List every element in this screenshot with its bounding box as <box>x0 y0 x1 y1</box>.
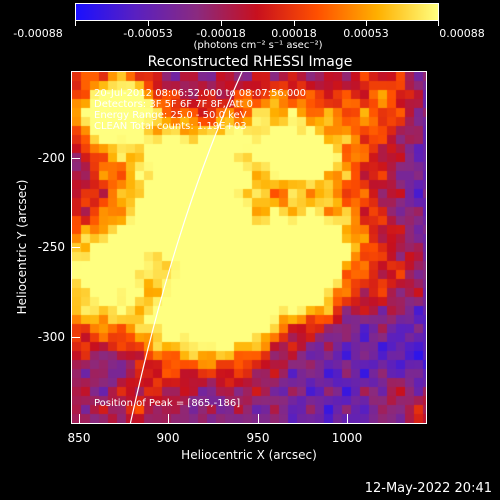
colorbar-tick <box>75 21 76 26</box>
colorbar-tick-label: -0.00053 <box>123 27 173 40</box>
colorbar-tick <box>438 21 439 26</box>
colorbar-tick-label: -0.00018 <box>196 27 246 40</box>
x-tick <box>347 414 348 423</box>
x-tick-label: 850 <box>67 431 91 445</box>
x-tick-label: 1000 <box>331 431 363 445</box>
time-range-label: 20-Jul-2012 08:06:52.000 to 08:07:56.000 <box>94 88 306 99</box>
colorbar-tick <box>366 21 367 26</box>
solar-limb-line <box>129 72 243 423</box>
colorbar <box>75 3 439 21</box>
y-tick-label: -300 <box>37 330 65 344</box>
x-tick-label: 950 <box>246 431 270 445</box>
x-tick <box>79 414 80 423</box>
y-tick <box>71 337 80 338</box>
plot-title: Reconstructed RHESSI Image <box>147 54 353 70</box>
solar-limb-overlay <box>129 72 243 423</box>
y-tick-label: -200 <box>37 151 65 165</box>
y-axis-label: Heliocentric Y (arcsec) <box>15 179 29 315</box>
energy-range-label: Energy Range: 25.0 - 50.0 keV <box>94 110 247 121</box>
x-tick <box>258 414 259 423</box>
x-tick <box>168 414 169 423</box>
x-axis-label: Heliocentric X (arcsec) <box>181 448 317 462</box>
colorbar-tick <box>221 21 222 26</box>
peak-position-label: Position of Peak = [865,-186] <box>94 398 241 409</box>
colorbar-tick <box>148 21 149 26</box>
y-tick <box>71 158 80 159</box>
method-counts-label: CLEAN Total counts: 1.19E+03 <box>94 121 247 132</box>
colorbar-tick <box>294 21 295 26</box>
colorbar-units: (photons cm⁻² s⁻¹ asec⁻²) <box>193 40 323 51</box>
heatmap-canvas <box>72 72 426 423</box>
colorbar-tick-label: -0.00088 <box>13 27 63 40</box>
y-tick <box>71 247 80 248</box>
colorbar-tick-label: 0.00018 <box>271 27 317 40</box>
timestamp: 12-May-2022 20:41 <box>364 481 492 496</box>
detectors-label: Detectors: 3F 5F 6F 7F 8F, Att 0 <box>94 99 254 110</box>
x-tick-label: 900 <box>156 431 180 445</box>
colorbar-tick-label: 0.00053 <box>343 27 389 40</box>
rhessi-image: 20-Jul-2012 08:06:52.000 to 08:07:56.000… <box>71 71 427 424</box>
colorbar-tick-label: 0.00088 <box>439 27 485 40</box>
y-tick-label: -250 <box>37 240 65 254</box>
